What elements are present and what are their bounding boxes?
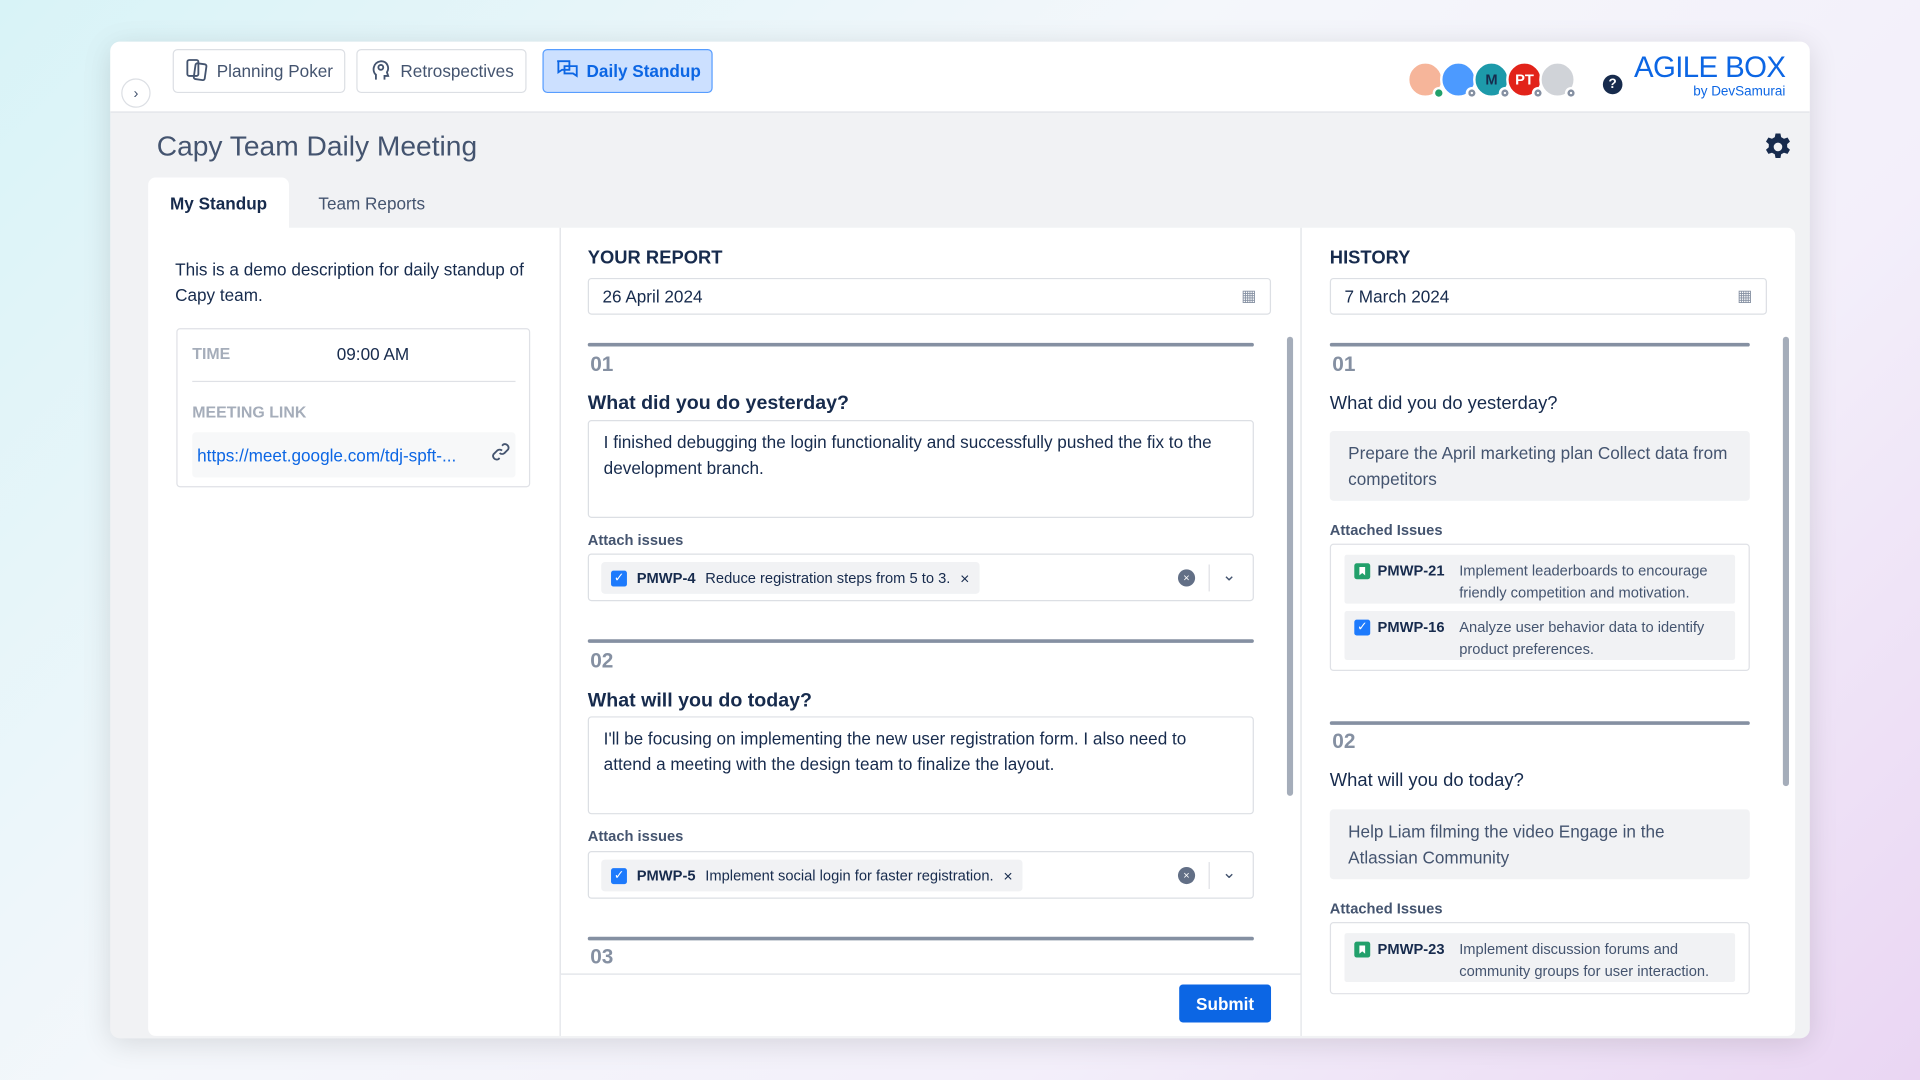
issue-summary: Implement discussion forums and communit…	[1459, 940, 1710, 980]
app-window: Planning Poker Retrospectives Daily Stan…	[110, 41, 1810, 1039]
nav-daily-standup[interactable]: Daily Standup	[542, 48, 714, 94]
head-icon	[369, 57, 393, 85]
attached-issues-label: Attached Issues	[1329, 900, 1443, 918]
section-number: 01	[1332, 352, 1356, 376]
time-value: 09:00 AM	[336, 344, 410, 364]
standup-description: This is a demo description for daily sta…	[175, 259, 524, 305]
chevron-down-icon[interactable]: ⌄	[1222, 862, 1237, 882]
chevron-down-icon[interactable]: ⌄	[1222, 564, 1237, 585]
report-title: YOUR REPORT	[587, 247, 723, 269]
avatar[interactable]	[1539, 61, 1578, 100]
attach-issues-label: Attach issues	[587, 827, 684, 845]
issue-key: PMWP-16	[1377, 618, 1445, 636]
avatar[interactable]: PT	[1506, 61, 1545, 100]
history-question: What did you do yesterday?	[1329, 393, 1558, 414]
section-number: 03	[590, 945, 614, 969]
time-label: TIME	[192, 344, 231, 363]
issue-key: PMWP-23	[1377, 940, 1445, 958]
gear-icon[interactable]	[1763, 132, 1792, 168]
history-answer: Prepare the April marketing plan Collect…	[1329, 431, 1750, 501]
avatar-initials: PT	[1515, 71, 1534, 89]
submit-button[interactable]: Submit	[1179, 984, 1272, 1023]
page-title: Capy Team Daily Meeting	[156, 129, 478, 162]
issue-chip: ✓ PMWP-5 Implement social login for faster…	[601, 859, 1023, 892]
history-date: 7 March 2024	[1344, 286, 1450, 307]
history-answer: Help Liam filming the video Engage in th…	[1329, 809, 1750, 880]
task-checkbox-icon: ✓	[611, 570, 627, 586]
meeting-link[interactable]: https://meet.google.com/tdj-spft-...	[197, 445, 457, 465]
task-checkbox-icon: ✓	[611, 867, 627, 884]
chat-icon	[555, 57, 579, 85]
answer-today-textarea[interactable]: I'll be focusing on implementing the new…	[587, 716, 1254, 815]
avatar-initials: M	[1485, 71, 1498, 89]
report-footer: Submit	[560, 973, 1301, 1036]
nav-planning-poker[interactable]: Planning Poker	[172, 48, 346, 94]
attached-issues-label: Attached Issues	[1329, 521, 1443, 539]
clear-icon[interactable]: ×	[1177, 866, 1196, 885]
section-number: 02	[1332, 729, 1356, 754]
answer-yesterday-textarea[interactable]: I finished debugging the login functiona…	[587, 420, 1254, 518]
nav-label: Daily Standup	[586, 61, 701, 81]
section-number: 02	[590, 648, 614, 673]
history-date-picker[interactable]: 7 March 2024 ▦	[1329, 277, 1767, 315]
cards-icon	[185, 57, 209, 85]
issue-chip: ✓ PMWP-4 Reduce registration steps from 5 …	[601, 562, 980, 594]
meeting-link-box: https://meet.google.com/tdj-spft-...	[192, 432, 516, 478]
issue-key: PMWP-5	[636, 866, 696, 885]
story-icon	[1354, 563, 1371, 580]
avatar[interactable]	[1406, 61, 1445, 100]
calendar-icon: ▦	[1737, 286, 1753, 305]
avatar[interactable]: M	[1473, 61, 1512, 100]
issue-summary: Implement social login for faster regist…	[705, 866, 994, 885]
top-bar: Planning Poker Retrospectives Daily Stan…	[110, 41, 1810, 113]
attach-issues-select[interactable]: ✓ PMWP-5 Implement social login for faster…	[587, 851, 1254, 899]
meeting-link-label: MEETING LINK	[192, 402, 307, 422]
report-date: 26 April 2024	[602, 286, 703, 307]
history-issue[interactable]: PMWP-23 Implement discussion forums and c…	[1344, 933, 1736, 983]
brand-subtitle: by DevSamurai	[1693, 84, 1786, 100]
story-icon	[1354, 941, 1371, 958]
brand-logo: AGILE BOX	[1634, 51, 1786, 85]
section-number: 01	[590, 352, 614, 376]
remove-chip-icon[interactable]: ×	[1003, 866, 1013, 885]
task-checkbox-icon: ✓	[1354, 619, 1371, 636]
expand-sidebar-button[interactable]: ›	[121, 78, 151, 108]
content-panel: This is a demo description for daily sta…	[148, 227, 1796, 1036]
history-issues-box: PMWP-21 Implement leaderboards to encoura…	[1329, 543, 1750, 672]
issue-key: PMWP-4	[636, 569, 696, 587]
question-yesterday: What did you do yesterday?	[587, 393, 850, 414]
clear-icon[interactable]: ×	[1177, 569, 1196, 587]
help-icon[interactable]: ?	[1602, 74, 1623, 95]
attach-issues-label: Attach issues	[587, 531, 684, 549]
history-issues-box: PMWP-23 Implement discussion forums and c…	[1329, 922, 1750, 995]
avatar[interactable]	[1440, 61, 1478, 100]
report-scrollbar[interactable]	[1286, 336, 1294, 796]
link-icon[interactable]	[491, 442, 511, 468]
tab-my-standup[interactable]: My Standup	[148, 177, 289, 229]
history-question: What will you do today?	[1329, 770, 1524, 792]
remove-chip-icon[interactable]: ×	[960, 568, 970, 588]
meeting-info-card: TIME 09:00 AM MEETING LINK https://meet.…	[176, 328, 531, 488]
report-date-picker[interactable]: 26 April 2024 ▦	[587, 277, 1272, 315]
history-issue[interactable]: ✓ PMWP-16 Analyze user behavior data to id…	[1344, 611, 1736, 661]
nav-retrospectives[interactable]: Retrospectives	[356, 48, 527, 94]
attach-issues-select[interactable]: ✓ PMWP-4 Reduce registration steps from 5 …	[587, 553, 1254, 602]
history-scrollbar[interactable]	[1782, 336, 1789, 787]
issue-key: PMWP-21	[1377, 562, 1445, 580]
nav-label: Planning Poker	[216, 61, 334, 81]
question-today: What will you do today?	[587, 690, 812, 712]
nav-label: Retrospectives	[400, 61, 514, 81]
calendar-icon: ▦	[1241, 286, 1257, 305]
history-issue[interactable]: PMWP-21 Implement leaderboards to encoura…	[1344, 554, 1736, 604]
tab-team-reports[interactable]: Team Reports	[318, 193, 426, 214]
issue-summary: Analyze user behavior data to identify p…	[1459, 618, 1705, 658]
history-title: HISTORY	[1329, 247, 1411, 269]
issue-summary: Implement leaderboards to encourage frie…	[1459, 562, 1708, 602]
issue-summary: Reduce registration steps from 5 to 3.	[705, 569, 951, 587]
